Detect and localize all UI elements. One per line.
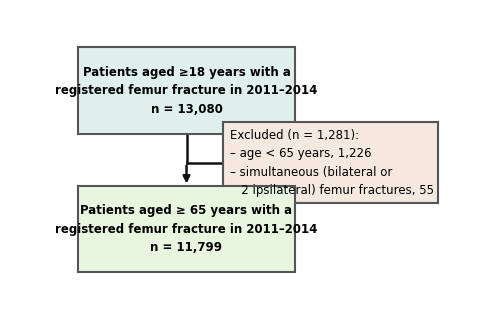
FancyBboxPatch shape: [78, 47, 295, 134]
Text: Patients aged ≥18 years with a
registered femur fracture in 2011–2014
n = 13,080: Patients aged ≥18 years with a registere…: [56, 66, 318, 116]
Text: Excluded (n = 1,281):
– age < 65 years, 1,226
– simultaneous (bilateral or
   2 : Excluded (n = 1,281): – age < 65 years, …: [230, 129, 434, 197]
FancyBboxPatch shape: [78, 187, 295, 272]
Text: Patients aged ≥ 65 years with a
registered femur fracture in 2011–2014
n = 11,79: Patients aged ≥ 65 years with a register…: [56, 204, 318, 254]
FancyBboxPatch shape: [224, 122, 438, 203]
